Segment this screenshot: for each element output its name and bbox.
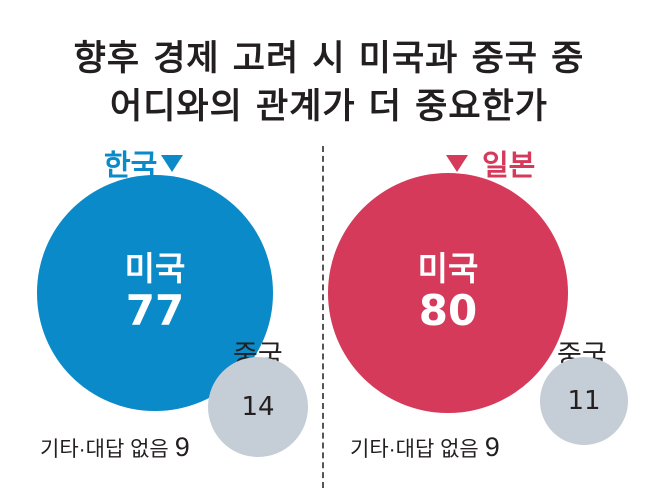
bubble-value: 14	[241, 391, 275, 422]
other-label: 기타·대답 없음	[350, 438, 479, 461]
other-value: 9	[484, 432, 500, 462]
triangle-down-icon	[161, 154, 184, 172]
triangle-down-icon	[446, 154, 468, 172]
chart-title: 향후 경제 고려 시 미국과 중국 중	[73, 39, 585, 79]
korea-china-bubble: 14	[207, 356, 309, 458]
japan-other-note: 기타·대답 없음 9	[350, 432, 500, 463]
korea-other-note: 기타·대답 없음 9	[40, 432, 190, 463]
other-value: 9	[174, 432, 190, 462]
chart-subtitle: 어디와의 관계가 더 중요한가	[110, 87, 548, 127]
bubble-value: 11	[567, 385, 601, 416]
bubble-label: 미국	[124, 248, 186, 288]
country-label-japan: 일본	[446, 142, 535, 184]
bubble-value: 80	[418, 285, 478, 335]
japan-china-bubble: 11	[539, 356, 629, 446]
korea-usa-bubble: 미국 77	[37, 175, 273, 411]
japan-usa-bubble: 미국 80	[328, 173, 568, 413]
bubble-value: 77	[125, 285, 185, 335]
country-name: 일본	[482, 148, 536, 182]
other-label: 기타·대답 없음	[40, 438, 169, 461]
panel-divider	[322, 146, 324, 488]
bubble-label: 미국	[417, 248, 479, 288]
